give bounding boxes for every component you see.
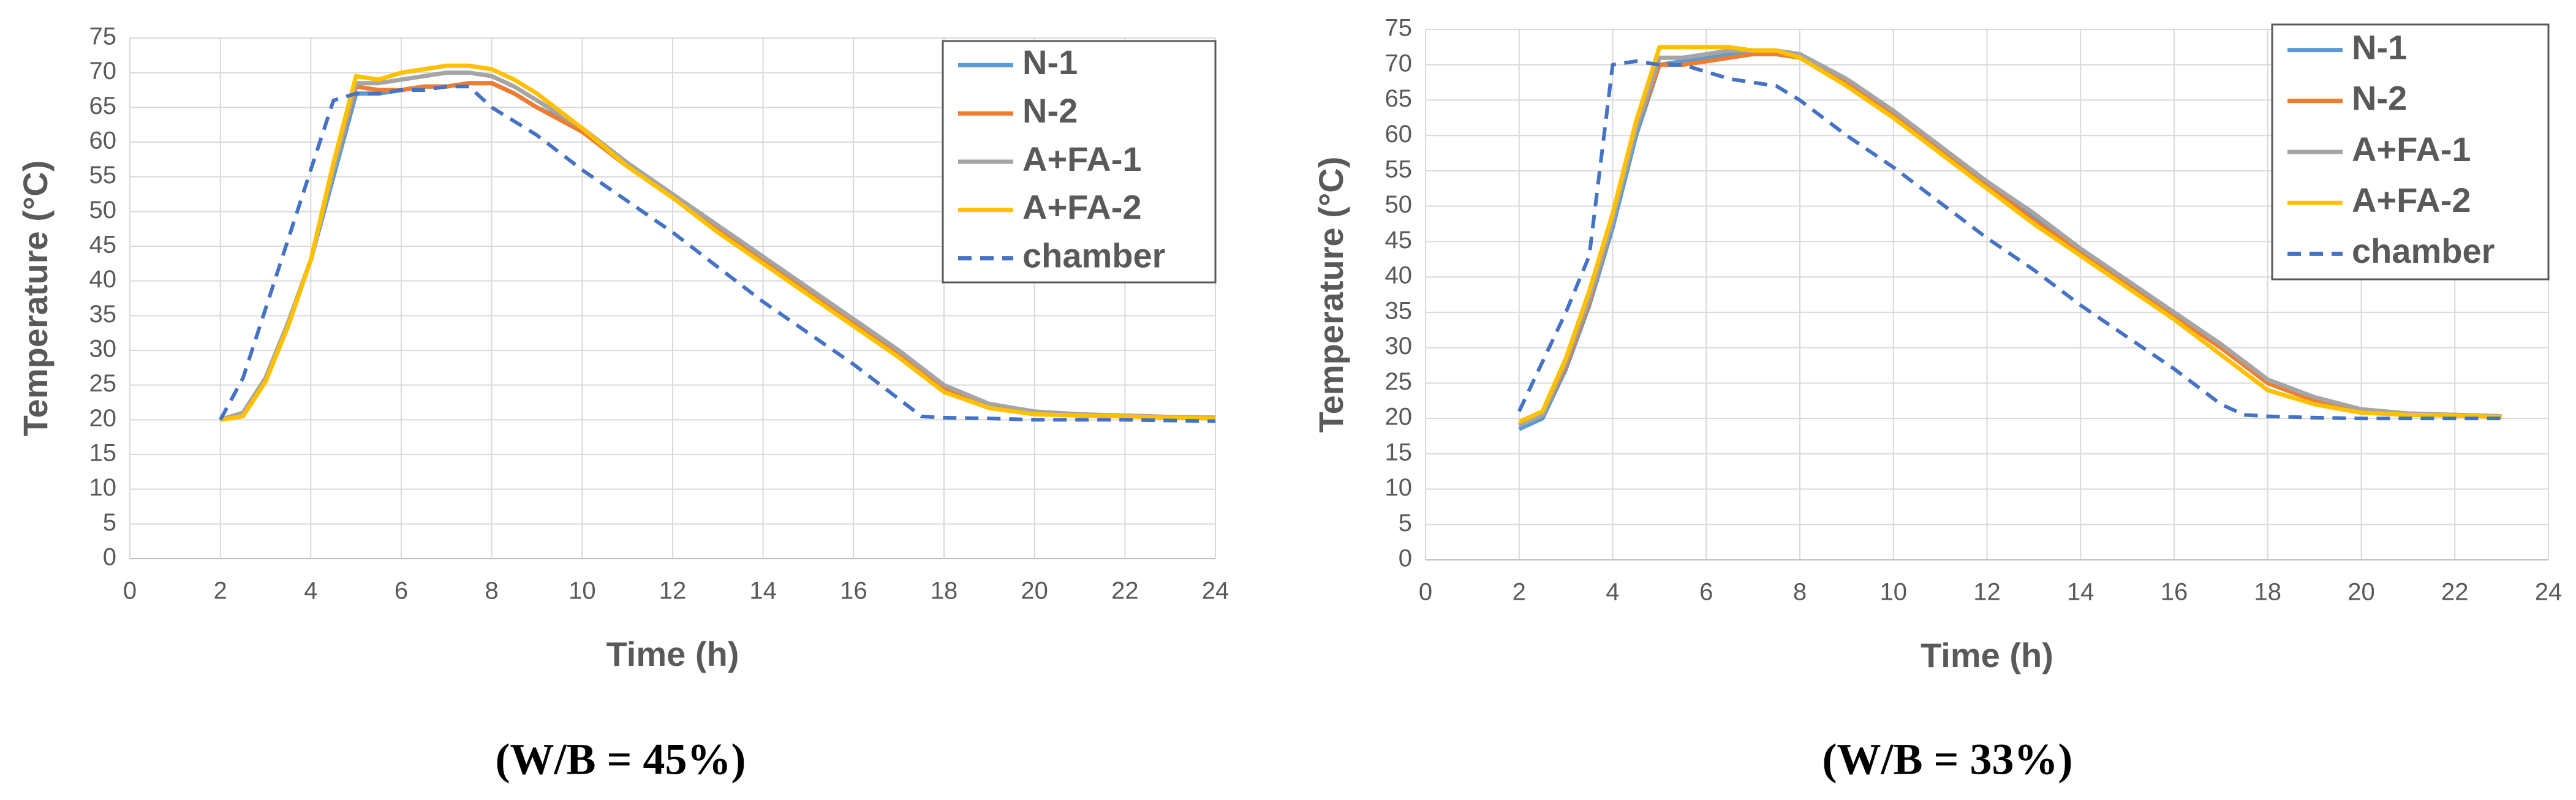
- y-tick-label: 55: [1385, 156, 1413, 183]
- x-tick-label: 4: [304, 578, 317, 605]
- y-tick-label: 0: [103, 544, 116, 571]
- y-tick-label: 45: [89, 232, 117, 258]
- caption: (W/B = 33%): [1822, 735, 2072, 784]
- series-line: [220, 63, 1216, 422]
- x-tick-label: 6: [1699, 579, 1713, 606]
- y-tick-label: 60: [1385, 121, 1413, 148]
- x-tick-label: 8: [1793, 579, 1807, 606]
- x-tick-label: 12: [1973, 579, 2001, 606]
- x-tick-label: 16: [2161, 579, 2188, 606]
- legend-label: chamber: [2352, 232, 2495, 270]
- y-tick-label: 15: [89, 440, 117, 467]
- x-tick-label: 12: [659, 578, 687, 605]
- x-tick-label: 16: [840, 578, 867, 605]
- x-tick-label: 2: [214, 578, 227, 605]
- y-tick-label: 20: [1385, 404, 1413, 431]
- x-tick-label: 24: [2535, 579, 2563, 606]
- x-tick-label: 0: [1419, 579, 1432, 606]
- legend-label: N-1: [1022, 43, 1078, 81]
- series-line: [1518, 45, 2502, 424]
- series-line: [219, 85, 1216, 423]
- x-tick-label: 10: [1880, 579, 1908, 606]
- y-tick-label: 5: [103, 509, 116, 536]
- x-tick-label: 22: [2441, 579, 2469, 606]
- x-tick-label: 14: [2067, 579, 2094, 606]
- x-axis-title: Time (h): [1921, 636, 2053, 674]
- caption: (W/B = 45%): [495, 735, 746, 784]
- legend-label: A+FA-1: [2352, 130, 2471, 168]
- legend-label: chamber: [1022, 236, 1165, 274]
- y-tick-label: 75: [89, 23, 117, 50]
- y-tick-label: 10: [89, 474, 117, 501]
- x-tick-label: 2: [1513, 579, 1526, 606]
- x-tick-label: 8: [485, 578, 499, 605]
- y-tick-label: 50: [1385, 191, 1413, 218]
- x-tick-label: 22: [1111, 578, 1139, 605]
- series-line: [1517, 59, 2502, 421]
- y-tick-label: 5: [1399, 510, 1412, 537]
- x-tick-label: 0: [123, 578, 137, 605]
- y-tick-label: 25: [1385, 368, 1413, 395]
- x-tick-label: 6: [395, 578, 408, 605]
- y-tick-label: 20: [89, 405, 117, 432]
- x-tick-label: 20: [2347, 579, 2375, 606]
- y-tick-label: 15: [1385, 439, 1413, 466]
- legend-label: N-1: [2352, 28, 2407, 66]
- y-tick-label: 35: [1385, 297, 1413, 324]
- y-tick-label: 30: [89, 336, 117, 363]
- x-tick-label: 10: [568, 578, 596, 605]
- y-tick-label: 50: [89, 197, 117, 224]
- y-tick-label: 40: [1385, 262, 1413, 289]
- y-tick-label: 25: [89, 370, 117, 397]
- x-axis-title: Time (h): [606, 635, 739, 673]
- x-tick-label: 24: [1202, 578, 1229, 605]
- y-axis-title: Temperature (°C): [16, 160, 55, 437]
- legend-label: N-2: [1022, 91, 1078, 130]
- y-tick-label: 0: [1399, 545, 1412, 572]
- x-tick-label: 14: [749, 578, 777, 605]
- y-axis-title: Temperature (°C): [1312, 157, 1350, 433]
- y-tick-label: 70: [1385, 50, 1413, 77]
- y-tick-label: 45: [1385, 227, 1413, 254]
- y-tick-label: 65: [89, 92, 117, 119]
- legend-label: N-2: [2352, 79, 2407, 118]
- x-tick-label: 18: [2254, 579, 2282, 606]
- y-tick-label: 60: [89, 127, 117, 154]
- y-tick-label: 65: [1385, 85, 1413, 112]
- y-tick-label: 30: [1385, 333, 1413, 360]
- y-tick-label: 10: [1385, 474, 1413, 501]
- y-tick-label: 75: [1385, 15, 1413, 42]
- legend-label: A+FA-2: [2352, 181, 2471, 219]
- y-tick-label: 35: [89, 301, 117, 328]
- y-tick-label: 70: [89, 58, 117, 85]
- legend-label: A+FA-1: [1022, 140, 1142, 178]
- x-tick-label: 18: [931, 578, 958, 605]
- x-tick-label: 20: [1021, 578, 1048, 605]
- y-tick-label: 40: [89, 266, 117, 293]
- legend-label: A+FA-2: [1022, 188, 1142, 227]
- x-tick-label: 4: [1606, 579, 1619, 606]
- y-tick-label: 55: [89, 162, 117, 189]
